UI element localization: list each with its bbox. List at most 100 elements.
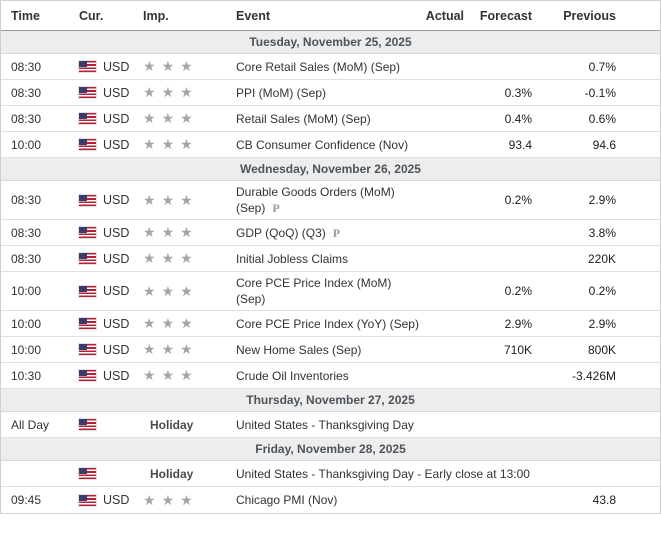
currency-code: USD bbox=[103, 316, 130, 331]
importance-star-icon: ★ bbox=[143, 341, 156, 357]
importance-cell: ★ ★ ★ bbox=[139, 316, 231, 331]
forecast-value: 2.9% bbox=[504, 316, 532, 331]
importance-star-icon: ★ bbox=[143, 224, 156, 240]
event-cell: Initial Jobless Claims bbox=[231, 251, 424, 267]
col-header-time: Time bbox=[11, 8, 40, 23]
previous-value: 94.6 bbox=[592, 137, 616, 152]
us-flag-icon bbox=[79, 468, 96, 479]
event-time: 08:30 bbox=[11, 251, 42, 266]
event-time: 10:00 bbox=[11, 284, 42, 298]
event-name-link[interactable]: United States - Thanksgiving Day bbox=[236, 417, 414, 432]
currency-cell: USD bbox=[68, 138, 139, 152]
event-name-link[interactable]: CB Consumer Confidence (Nov) bbox=[236, 137, 409, 152]
day-header-row: Wednesday, November 26, 2025 bbox=[1, 158, 660, 181]
currency-code: USD bbox=[103, 111, 130, 126]
importance-cell: ★ ★ ★ bbox=[139, 368, 231, 383]
importance-cell: ★ ★ ★ bbox=[139, 193, 231, 208]
us-flag-icon bbox=[79, 227, 96, 238]
importance-star-icon: ★ bbox=[180, 110, 193, 126]
us-flag-icon bbox=[79, 139, 96, 150]
currency-cell: USD bbox=[68, 112, 139, 126]
event-time: 10:00 bbox=[11, 316, 42, 331]
holiday-label: Holiday bbox=[150, 417, 194, 432]
forecast-value: 0.3% bbox=[504, 85, 532, 100]
forecast-value: 0.2% bbox=[504, 193, 532, 207]
event-time: 08:30 bbox=[11, 59, 42, 74]
event-time: 08:30 bbox=[11, 193, 42, 207]
event-name-link[interactable]: United States - Thanksgiving Day - Early… bbox=[236, 466, 530, 481]
currency-code: USD bbox=[103, 193, 130, 207]
col-header-previous: Previous bbox=[563, 8, 616, 23]
importance-star-icon: ★ bbox=[161, 58, 175, 74]
importance-cell: ★ ★ ★ bbox=[139, 342, 231, 357]
event-name-link[interactable]: Chicago PMI (Nov) bbox=[236, 493, 338, 507]
previous-value: -3.426M bbox=[571, 368, 616, 383]
event-cell: New Home Sales (Sep) bbox=[231, 342, 424, 358]
importance-star-icon: ★ bbox=[143, 250, 156, 266]
importance-cell: ★ ★ ★ bbox=[139, 284, 231, 299]
event-name-link[interactable]: PPI (MoM) (Sep) bbox=[236, 85, 327, 100]
importance-star-icon: ★ bbox=[180, 282, 193, 299]
currency-cell bbox=[68, 468, 139, 479]
event-name-link[interactable]: Retail Sales (MoM) (Sep) bbox=[236, 111, 371, 126]
forecast-value: 710K bbox=[503, 342, 532, 357]
importance-star-icon: ★ bbox=[161, 136, 175, 152]
currency-cell: USD bbox=[68, 86, 139, 100]
us-flag-icon bbox=[79, 113, 96, 124]
event-row: 08:30 USD ★ ★ ★ Durable Goods Orders (MoM) (S… bbox=[1, 181, 660, 220]
event-cell: Retail Sales (MoM) (Sep) bbox=[231, 111, 424, 127]
importance-star-icon: ★ bbox=[143, 136, 156, 152]
col-header-importance: Imp. bbox=[143, 8, 169, 23]
preliminary-icon: P bbox=[332, 225, 341, 240]
us-flag-icon bbox=[79, 87, 96, 98]
importance-star-icon: ★ bbox=[180, 315, 193, 331]
importance-star-icon: ★ bbox=[143, 110, 156, 126]
forecast-value: 0.2% bbox=[504, 284, 532, 298]
event-row: Holiday United States - Thanksgiving Day … bbox=[1, 461, 660, 487]
event-name-link[interactable]: GDP (QoQ) (Q3) bbox=[236, 225, 326, 240]
us-flag-icon bbox=[79, 318, 96, 329]
event-name-link[interactable]: Durable Goods Orders (MoM) (Sep) bbox=[236, 185, 395, 215]
previous-value: 800K bbox=[587, 342, 616, 357]
event-name-link[interactable]: Core PCE Price Index (MoM) (Sep) bbox=[236, 276, 392, 306]
event-row: 10:00 USD ★ ★ ★ CB Consumer Confidence (Nov) 9… bbox=[1, 132, 660, 158]
importance-star-icon: ★ bbox=[161, 282, 175, 299]
previous-value: 2.9% bbox=[588, 193, 616, 207]
currency-code: USD bbox=[103, 225, 130, 240]
preliminary-icon: P bbox=[272, 201, 280, 215]
event-time: 08:30 bbox=[11, 111, 42, 126]
currency-code: USD bbox=[103, 493, 130, 507]
importance-star-icon: ★ bbox=[161, 250, 175, 266]
event-name-link[interactable]: New Home Sales (Sep) bbox=[236, 342, 362, 357]
importance-cell: ★ ★ ★ bbox=[139, 251, 231, 266]
event-cell: Chicago PMI (Nov) bbox=[231, 492, 424, 508]
us-flag-icon bbox=[79, 285, 96, 297]
event-cell: PPI (MoM) (Sep) bbox=[231, 85, 424, 101]
previous-value: 0.2% bbox=[588, 284, 616, 298]
event-name-link[interactable]: Initial Jobless Claims bbox=[236, 251, 349, 266]
event-row: All Day Holiday United States - Thanksgivi… bbox=[1, 412, 660, 438]
importance-cell: ★ ★ ★ bbox=[139, 225, 231, 240]
event-row: 10:00 USD ★ ★ ★ Core PCE Price Index (YoY) (S… bbox=[1, 311, 660, 337]
importance-cell: ★ ★ ★ bbox=[139, 137, 231, 152]
event-row: 08:30 USD ★ ★ ★ Initial Jobless Claims 220K bbox=[1, 246, 660, 272]
col-header-actual: Actual bbox=[425, 8, 464, 23]
event-cell: CB Consumer Confidence (Nov) bbox=[231, 137, 424, 153]
importance-star-icon: ★ bbox=[180, 191, 193, 208]
us-flag-icon bbox=[79, 419, 96, 430]
us-flag-icon bbox=[79, 494, 96, 506]
importance-star-icon: ★ bbox=[143, 58, 156, 74]
event-name-link[interactable]: Core Retail Sales (MoM) (Sep) bbox=[236, 59, 401, 74]
event-row: 08:30 USD ★ ★ ★ GDP (QoQ) (Q3) P 3.8% bbox=[1, 220, 660, 246]
forecast-value: 0.4% bbox=[504, 111, 532, 126]
event-name-link[interactable]: Crude Oil Inventories bbox=[236, 368, 349, 383]
event-row: 10:00 USD ★ ★ ★ Core PCE Price Index (MoM) (S… bbox=[1, 272, 660, 311]
day-header-row: Friday, November 28, 2025 bbox=[1, 438, 660, 461]
previous-value: 2.9% bbox=[588, 316, 616, 331]
importance-star-icon: ★ bbox=[161, 367, 175, 383]
previous-value: 3.8% bbox=[588, 225, 616, 240]
event-name-link[interactable]: Core PCE Price Index (YoY) (Sep) bbox=[236, 316, 419, 331]
importance-star-icon: ★ bbox=[143, 282, 156, 299]
importance-star-icon: ★ bbox=[143, 191, 156, 208]
importance-star-icon: ★ bbox=[161, 315, 175, 331]
